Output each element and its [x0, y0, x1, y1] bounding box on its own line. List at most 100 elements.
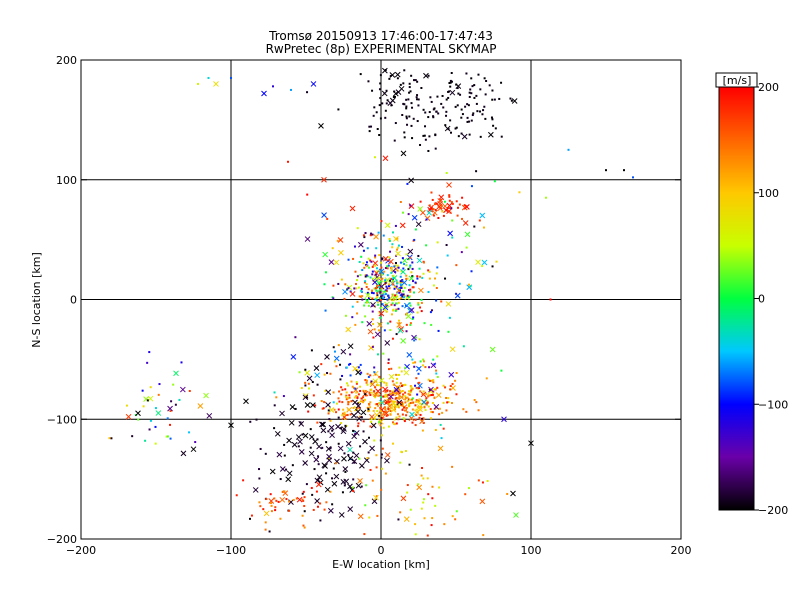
data-point-dot [379, 74, 382, 77]
data-point-dot [567, 148, 570, 151]
data-point-dot [414, 79, 417, 82]
data-point-dot [360, 255, 363, 258]
data-point-dot [331, 477, 334, 480]
data-point-x [443, 207, 449, 214]
data-point-dot [422, 477, 425, 480]
data-point-dot [415, 386, 418, 389]
data-point-dot [355, 279, 358, 282]
data-point-dot [383, 290, 386, 293]
data-point-x [325, 401, 331, 408]
data-point-x [190, 446, 197, 453]
data-point-dot [410, 74, 413, 77]
data-point-x [304, 370, 311, 376]
data-point-dot [370, 388, 373, 391]
data-point-dot [377, 231, 380, 234]
data-point-dot [323, 373, 326, 376]
data-point-dot [387, 358, 390, 361]
data-point-dot [402, 417, 405, 420]
data-point-dot [363, 266, 366, 269]
data-point-dot [427, 74, 430, 77]
x-tick-label: −200 [66, 544, 96, 557]
data-point-dot [303, 510, 306, 513]
data-point-dot [479, 135, 482, 138]
data-point-x [355, 403, 362, 409]
data-point-dot [146, 399, 149, 402]
data-point-dot [347, 400, 350, 403]
data-point-dot [451, 465, 454, 468]
data-point-dot [383, 270, 386, 273]
data-point-dot [311, 381, 314, 384]
data-point-dot [337, 108, 340, 111]
data-point-dot [355, 381, 358, 384]
data-point-dot [337, 282, 340, 285]
data-point-dot [400, 293, 403, 296]
data-point-dot [391, 302, 394, 305]
data-point-dot [315, 490, 318, 493]
data-point-dot [495, 260, 498, 263]
data-point-dot [363, 533, 366, 536]
data-point-dot [269, 493, 272, 496]
data-point-dot [409, 391, 412, 394]
data-point-dot [307, 387, 310, 390]
data-point-dot [428, 270, 431, 273]
data-point-dot [386, 287, 389, 290]
data-point-dot [149, 386, 152, 389]
data-point-x [404, 294, 410, 301]
data-point-dot [352, 406, 355, 409]
data-point-dot [468, 95, 471, 98]
data-point-x [388, 373, 395, 380]
data-point-dot [374, 403, 377, 406]
data-point-x [338, 249, 344, 256]
data-point-dot [375, 289, 378, 292]
data-point-dot [371, 345, 374, 348]
y-tick-label: 100 [56, 174, 77, 187]
data-point-dot [461, 217, 464, 220]
data-point-dot [402, 102, 405, 105]
data-point-dot [432, 115, 435, 118]
data-point-dot [370, 380, 373, 383]
data-point-dot [141, 389, 144, 392]
data-point-x [295, 434, 302, 440]
data-point-dot [331, 503, 334, 506]
data-point-dot [454, 518, 457, 521]
data-point-dot [363, 398, 366, 401]
data-point-x [396, 322, 403, 328]
data-point-x [298, 421, 305, 427]
data-point-dot [427, 116, 430, 119]
data-point-dot [430, 524, 433, 527]
data-point-dot [623, 169, 625, 172]
data-point-x [286, 470, 293, 477]
data-point-dot [482, 109, 485, 112]
data-point-x [328, 407, 335, 413]
data-point-x [263, 510, 270, 517]
data-point-x [313, 456, 320, 463]
data-point-dot [457, 92, 460, 95]
data-point-dot [274, 509, 277, 512]
data-point-dot [335, 411, 338, 414]
data-point-x [437, 445, 444, 452]
data-point-dot [404, 398, 407, 401]
data-point-dot [344, 283, 347, 286]
data-point-x [364, 298, 371, 304]
data-point-dot [437, 112, 440, 115]
data-point-dot [477, 409, 480, 412]
data-point-dot [394, 309, 397, 312]
data-point-x [407, 248, 414, 255]
data-point-x [296, 496, 303, 503]
data-point-dot [328, 418, 331, 421]
data-point-x [481, 259, 488, 266]
data-point-dot [144, 439, 147, 442]
data-point-dot [400, 270, 403, 273]
data-point-dot [402, 82, 405, 85]
data-point-x [447, 230, 453, 237]
data-point-dot [388, 287, 391, 290]
data-point-dot [441, 411, 444, 414]
data-point-dot [426, 400, 429, 403]
chart-subtitle: RwPretec (8p) EXPERIMENTAL SKYMAP [266, 42, 497, 56]
data-point-x [403, 369, 410, 376]
data-point-dot [259, 447, 262, 450]
data-point-dot [368, 436, 371, 439]
data-point-dot [390, 271, 393, 274]
data-point-dot [379, 291, 382, 294]
data-point-x [421, 399, 427, 405]
